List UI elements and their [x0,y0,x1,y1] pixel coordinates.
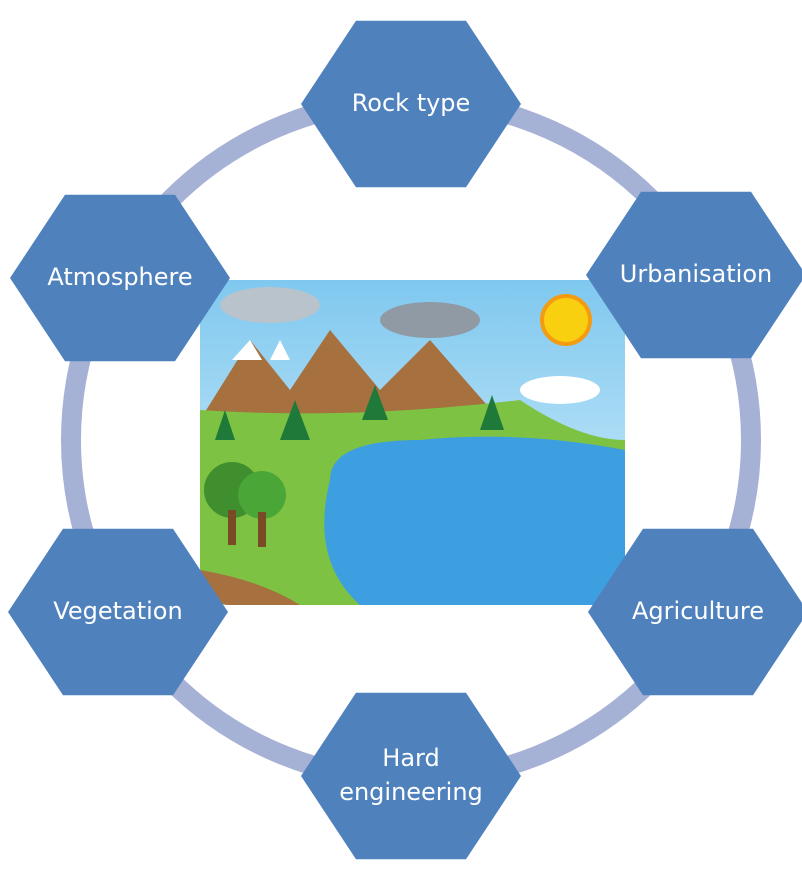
node-hexagon [10,194,230,362]
node-hexagon [586,191,802,359]
node-label: Urbanisation [620,260,772,288]
node-hexagon [8,528,228,696]
water-cycle-image [200,280,625,605]
node-label: Atmosphere [47,263,192,291]
node-hexagon [301,20,521,188]
node-label: Vegetation [53,597,182,625]
node-hexagon [301,692,521,860]
node-label: Agriculture [632,597,764,625]
node-label: Rock type [352,89,471,117]
node-hexagon [588,528,802,696]
node-label: engineering [339,778,483,806]
node-label: Hard [382,744,439,772]
